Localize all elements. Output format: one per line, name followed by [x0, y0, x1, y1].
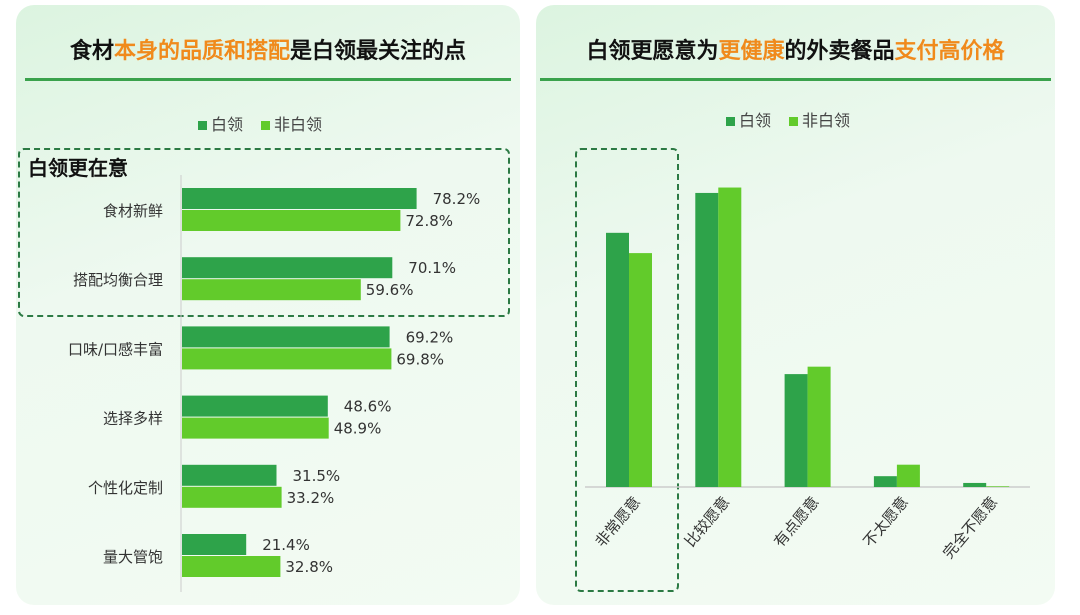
bar-non-white-collar [896, 464, 920, 487]
bar-non-white-collar [986, 486, 1010, 487]
category-label: 个性化定制 [88, 479, 163, 497]
data-label: 69.2% [406, 328, 454, 346]
category-label: 食材新鲜 [103, 202, 163, 220]
legend-item-white-collar: 白领 [198, 111, 243, 135]
legend-item-non-white-collar: 非白领 [261, 111, 322, 135]
bar-non-white-collar [182, 486, 282, 508]
left-title-rule [25, 78, 511, 81]
bar-non-white-collar [182, 556, 281, 577]
legend-item-white-collar: 白领 [726, 107, 771, 131]
right-legend: 白领 非白领 [726, 107, 850, 131]
left-legend: 白领 非白领 [198, 111, 322, 135]
data-label: 78.2% [433, 190, 481, 208]
bar-white-collar [873, 476, 897, 487]
bar-white-collar [182, 464, 277, 486]
bar-non-white-collar [182, 417, 329, 439]
bar-non-white-collar [182, 348, 392, 370]
right-title-rule [540, 78, 1051, 81]
bar-white-collar [606, 232, 629, 487]
highlight-box-left [18, 148, 510, 317]
left-title: 食材本身的品质和搭配是白领最关注的点 [69, 39, 467, 64]
bar-white-collar [784, 374, 808, 487]
category-label: 完全不愿意 [939, 493, 1001, 562]
bar-white-collar [182, 188, 417, 209]
category-label: 不太愿意 [860, 493, 912, 551]
data-label: 59.6% [366, 281, 414, 299]
category-label: 有点愿意 [770, 493, 822, 551]
bar-white-collar [963, 482, 987, 487]
data-label: 33.2% [287, 489, 335, 507]
right-title: 白领更愿意为更健康的外卖餐品支付高价格 [586, 39, 1005, 64]
data-label: 48.9% [334, 420, 382, 438]
highlight-box-right [575, 148, 679, 592]
data-label: 48.6% [344, 398, 392, 416]
category-label: 搭配均衡合理 [73, 271, 163, 289]
bar-white-collar [695, 192, 719, 487]
data-label: 69.8% [396, 350, 444, 368]
category-label: 选择多样 [103, 410, 163, 428]
bar-non-white-collar [718, 187, 742, 488]
bar-white-collar [182, 326, 390, 348]
category-label: 非常愿意 [592, 493, 644, 551]
bar-non-white-collar [182, 210, 401, 231]
bar-non-white-collar [807, 366, 831, 487]
bar-white-collar [182, 534, 247, 555]
category-label: 比较愿意 [681, 493, 733, 551]
legend-item-non-white-collar: 非白领 [789, 107, 850, 131]
highlight-label: 白领更在意 [28, 156, 128, 180]
category-label: 量大管饱 [103, 548, 163, 566]
data-label: 70.1% [408, 259, 456, 277]
data-label: 32.8% [285, 558, 333, 576]
category-label: 口味/口感丰富 [68, 340, 163, 358]
bar-non-white-collar [629, 253, 652, 487]
data-label: 31.5% [293, 467, 341, 485]
bar-non-white-collar [182, 279, 361, 301]
data-label: 21.4% [262, 536, 310, 554]
bar-white-collar [182, 395, 328, 417]
data-label: 72.8% [405, 212, 453, 230]
bar-white-collar [182, 257, 393, 279]
